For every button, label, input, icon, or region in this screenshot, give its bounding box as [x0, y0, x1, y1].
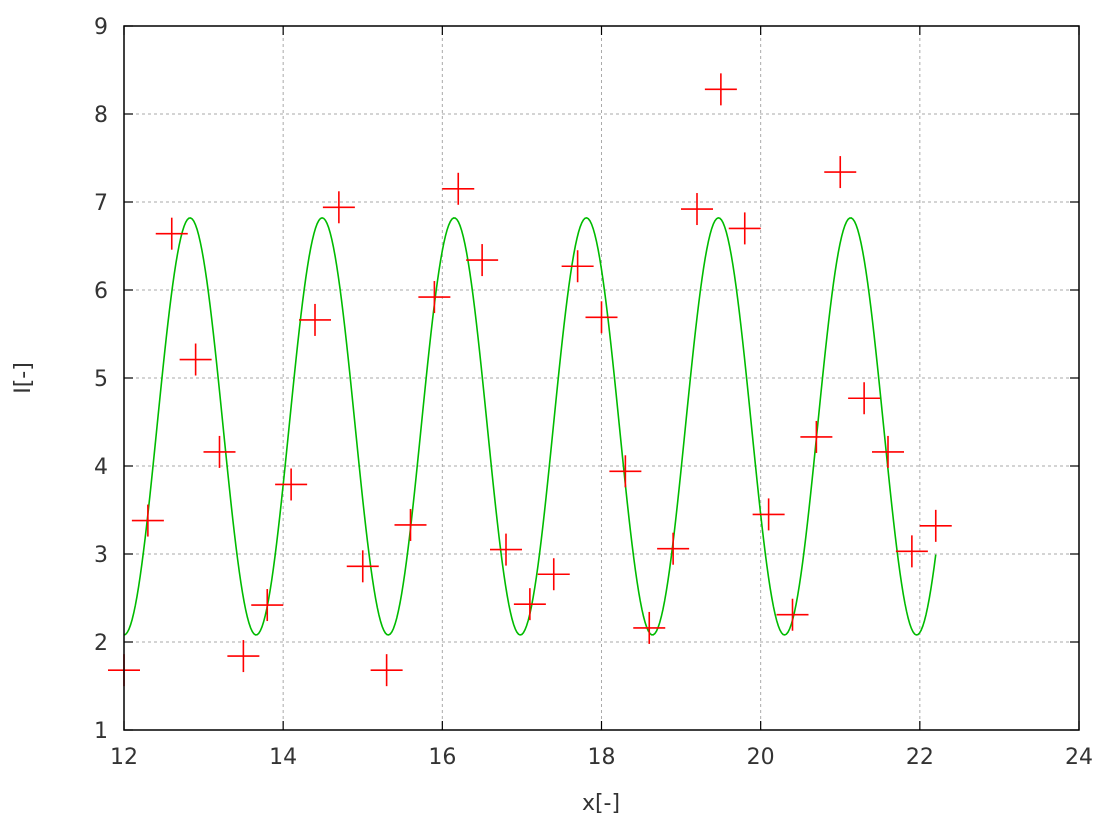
data-point — [155, 217, 188, 250]
data-points-layer — [108, 73, 952, 687]
y-tick-label: 1 — [94, 719, 108, 744]
x-tick-label: 20 — [747, 745, 775, 770]
data-point — [895, 535, 928, 568]
data-point — [681, 193, 713, 226]
x-tick-label: 16 — [428, 745, 456, 770]
fit-curve-line — [123, 216, 937, 636]
x-tick-label: 12 — [110, 745, 138, 770]
y-tick-label: 9 — [94, 15, 108, 40]
data-point — [490, 533, 522, 566]
y-tick-label: 3 — [94, 543, 108, 568]
data-point — [442, 172, 475, 205]
data-point — [203, 435, 236, 468]
data-point — [513, 588, 546, 621]
data-point — [131, 504, 164, 537]
x-axis-title: x[-] — [582, 791, 620, 816]
data-point — [561, 250, 594, 283]
data-point — [466, 244, 499, 277]
data-point — [299, 303, 331, 336]
y-tick-label: 7 — [94, 191, 108, 216]
data-point — [633, 611, 666, 644]
y-tick-label: 4 — [94, 455, 108, 480]
grid — [124, 26, 1079, 730]
x-tick-label: 18 — [588, 745, 616, 770]
x-tick-label: 14 — [269, 745, 297, 770]
data-point — [418, 281, 451, 314]
data-point — [346, 550, 379, 583]
data-point — [776, 598, 809, 631]
y-axis-title: I[-] — [11, 362, 36, 394]
data-point — [179, 343, 212, 376]
data-point — [275, 468, 308, 501]
data-point — [585, 301, 618, 334]
data-point — [872, 435, 904, 468]
y-tick-label: 5 — [94, 367, 108, 392]
data-point — [919, 509, 952, 542]
y-tick-label: 6 — [94, 279, 108, 304]
data-point — [800, 420, 833, 453]
data-point — [728, 212, 761, 245]
data-point — [848, 382, 881, 415]
data-point — [370, 654, 403, 687]
y-tick-label: 2 — [94, 631, 108, 656]
y-tick-label: 8 — [94, 103, 108, 128]
data-point — [824, 156, 857, 189]
data-point — [394, 508, 427, 541]
x-tick-label: 22 — [906, 745, 934, 770]
x-tick-label: 24 — [1065, 745, 1093, 770]
data-point — [322, 191, 355, 224]
data-point — [752, 498, 785, 531]
data-point — [251, 589, 284, 622]
data-point — [537, 558, 570, 591]
data-point — [657, 532, 690, 565]
data-point — [609, 455, 642, 488]
fit-curve-layer — [123, 216, 937, 636]
data-point — [227, 640, 260, 673]
data-point — [704, 73, 737, 106]
